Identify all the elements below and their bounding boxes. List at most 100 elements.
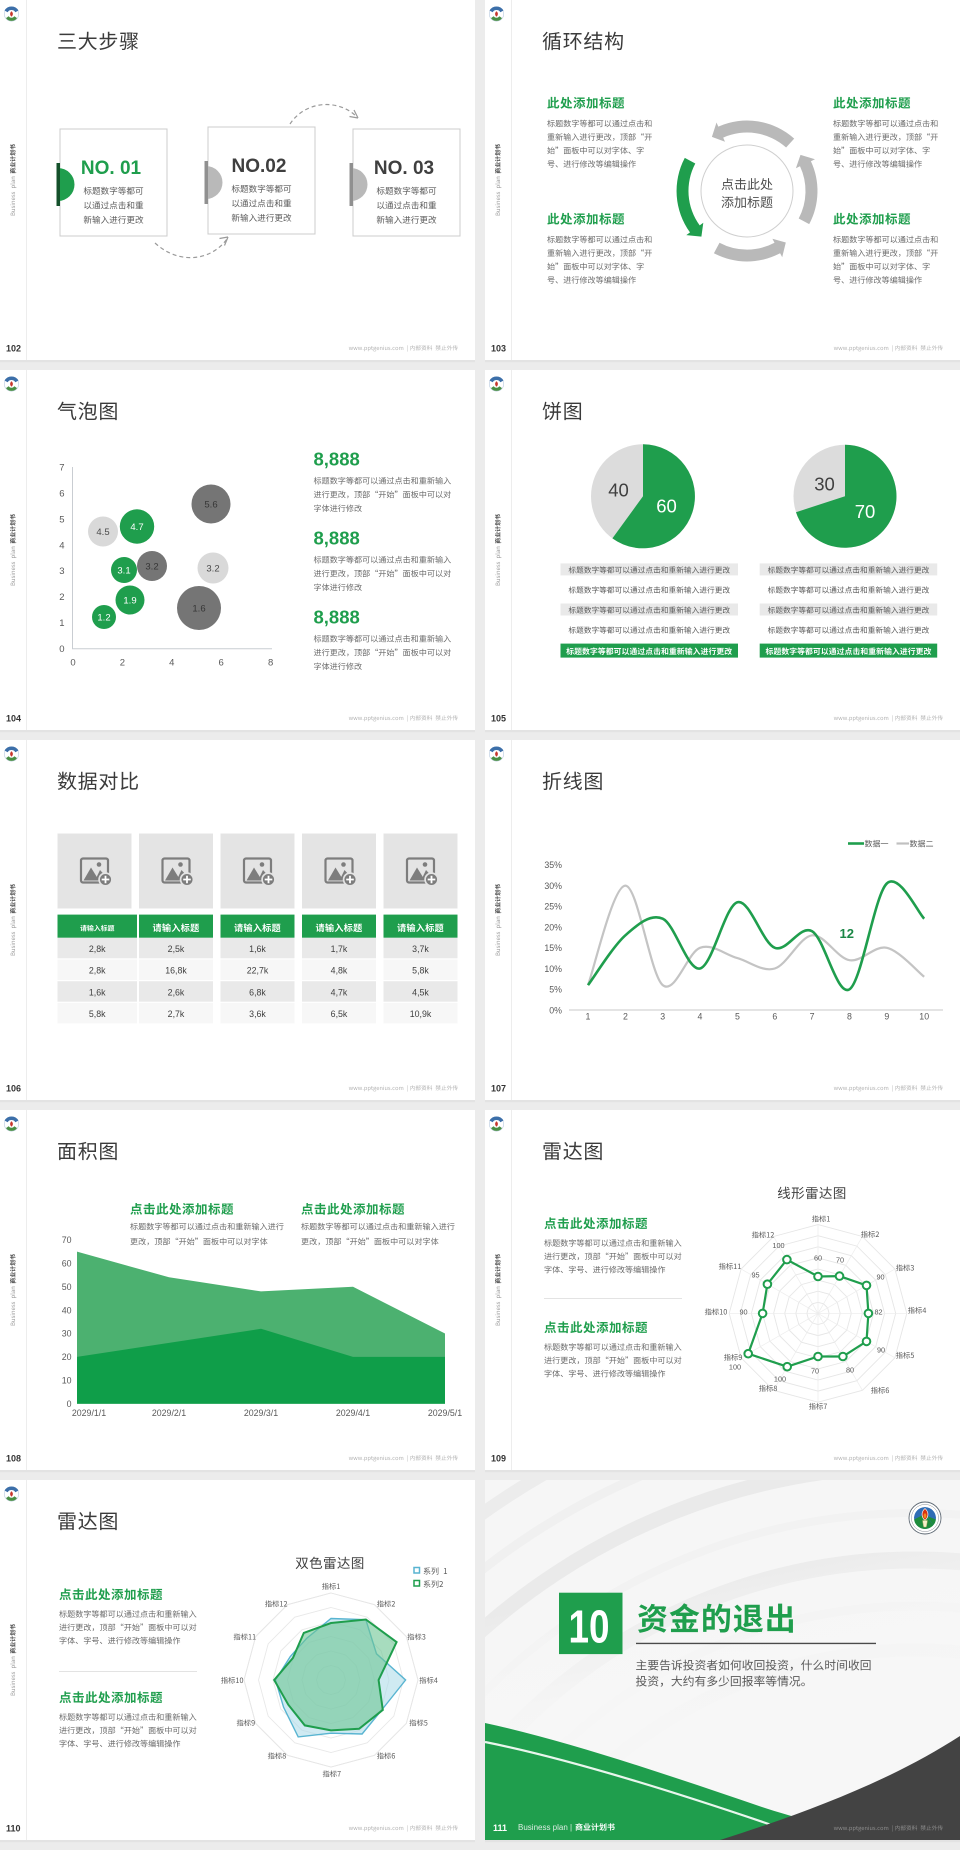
svg-text:30: 30 [62, 1329, 72, 1339]
svg-text:6: 6 [772, 1012, 777, 1022]
svg-text:2,8k: 2,8k [89, 966, 106, 976]
svg-text:2: 2 [120, 657, 125, 668]
svg-text:6: 6 [59, 489, 64, 500]
svg-text:5: 5 [59, 514, 64, 525]
svg-text:80: 80 [846, 1366, 854, 1375]
svg-text:1: 1 [586, 1012, 591, 1022]
svg-text:100: 100 [729, 1363, 741, 1372]
svg-text:10: 10 [569, 1601, 610, 1653]
svg-text:1,6k: 1,6k [249, 944, 266, 954]
svg-text:2029/2/1: 2029/2/1 [152, 1408, 186, 1418]
svg-text:25%: 25% [544, 902, 562, 912]
svg-text:95: 95 [751, 1271, 759, 1280]
svg-text:60: 60 [656, 496, 677, 517]
svg-text:10%: 10% [544, 964, 562, 974]
svg-text:8,888: 8,888 [314, 607, 360, 628]
svg-text:20%: 20% [544, 922, 562, 932]
svg-text:105: 105 [491, 714, 506, 724]
svg-text:3.2: 3.2 [145, 561, 158, 572]
svg-text:5,8k: 5,8k [412, 966, 429, 976]
svg-text:20: 20 [62, 1352, 72, 1362]
svg-text:4,8k: 4,8k [331, 966, 348, 976]
svg-text:60: 60 [62, 1259, 72, 1269]
svg-text:70: 70 [62, 1235, 72, 1245]
svg-text:4: 4 [698, 1012, 703, 1022]
svg-text:2: 2 [623, 1012, 628, 1022]
svg-text:10: 10 [919, 1012, 929, 1022]
svg-text:70: 70 [836, 1256, 844, 1265]
svg-text:5: 5 [735, 1012, 740, 1022]
svg-text:1.9: 1.9 [123, 595, 136, 606]
svg-text:30%: 30% [544, 881, 562, 891]
svg-text:104: 104 [6, 714, 21, 724]
svg-text:1.2: 1.2 [97, 612, 110, 623]
svg-text:NO. 01: NO. 01 [81, 158, 142, 179]
svg-text:8: 8 [847, 1012, 852, 1022]
svg-text:0%: 0% [549, 1005, 562, 1015]
svg-text:70: 70 [811, 1367, 819, 1376]
svg-text:2,5k: 2,5k [168, 944, 185, 954]
svg-text:4: 4 [169, 657, 174, 668]
svg-text:3.2: 3.2 [206, 563, 219, 574]
svg-text:1,6k: 1,6k [89, 987, 106, 997]
svg-text:2,8k: 2,8k [89, 944, 106, 954]
svg-text:5.6: 5.6 [204, 499, 217, 510]
svg-text:12: 12 [840, 926, 854, 941]
svg-text:3,7k: 3,7k [412, 944, 429, 954]
svg-text:50: 50 [62, 1282, 72, 1292]
svg-text:102: 102 [6, 344, 21, 354]
svg-text:6,5k: 6,5k [331, 1009, 348, 1019]
svg-text:8: 8 [268, 657, 273, 668]
svg-text:2,7k: 2,7k [168, 1009, 185, 1019]
svg-text:NO.02: NO.02 [232, 156, 287, 177]
svg-text:109: 109 [491, 1454, 506, 1464]
svg-text:106: 106 [6, 1084, 21, 1094]
svg-text:15%: 15% [544, 943, 562, 953]
svg-text:1.6: 1.6 [192, 603, 205, 614]
svg-text:3: 3 [59, 566, 64, 577]
svg-text:60: 60 [814, 1254, 822, 1263]
svg-text:7: 7 [810, 1012, 815, 1022]
svg-text:1: 1 [59, 618, 64, 629]
svg-text:1,7k: 1,7k [331, 944, 348, 954]
svg-text:4,7k: 4,7k [331, 987, 348, 997]
svg-text:8,888: 8,888 [314, 449, 360, 470]
svg-text:3,6k: 3,6k [249, 1009, 266, 1019]
svg-text:40: 40 [62, 1305, 72, 1315]
svg-text:2029/4/1: 2029/4/1 [336, 1408, 370, 1418]
svg-text:82: 82 [874, 1308, 882, 1317]
svg-text:6,8k: 6,8k [249, 987, 266, 997]
svg-text:16,8k: 16,8k [165, 966, 187, 976]
svg-text:4.7: 4.7 [130, 522, 143, 533]
svg-text:22,7k: 22,7k [247, 966, 269, 976]
svg-text:NO. 03: NO. 03 [374, 158, 434, 179]
svg-text:10: 10 [62, 1376, 72, 1386]
svg-text:40: 40 [608, 479, 629, 500]
svg-text:100: 100 [772, 1241, 784, 1250]
svg-text:4,5k: 4,5k [412, 987, 429, 997]
svg-text:3.1: 3.1 [117, 565, 130, 576]
svg-text:30: 30 [814, 474, 835, 495]
svg-text:5,8k: 5,8k [89, 1009, 106, 1019]
svg-text:2029/1/1: 2029/1/1 [72, 1408, 106, 1418]
svg-text:100: 100 [774, 1375, 786, 1384]
svg-text:108: 108 [6, 1454, 21, 1464]
svg-text:Business plan |: Business plan | [518, 1823, 572, 1832]
svg-text:70: 70 [855, 501, 876, 522]
svg-text:9: 9 [884, 1012, 889, 1022]
svg-text:10,9k: 10,9k [410, 1009, 432, 1019]
svg-text:0: 0 [59, 644, 64, 655]
svg-text:6: 6 [219, 657, 224, 668]
svg-text:90: 90 [739, 1308, 747, 1317]
svg-text:0: 0 [70, 657, 75, 668]
svg-text:5%: 5% [549, 985, 562, 995]
svg-text:2,6k: 2,6k [168, 987, 185, 997]
svg-text:3: 3 [660, 1012, 665, 1022]
svg-text:4.5: 4.5 [96, 527, 109, 538]
svg-text:2029/3/1: 2029/3/1 [244, 1408, 278, 1418]
svg-text:103: 103 [491, 344, 506, 354]
svg-text:8,888: 8,888 [314, 528, 360, 549]
svg-text:2: 2 [59, 592, 64, 603]
svg-text:90: 90 [877, 1346, 885, 1355]
svg-text:2029/5/1: 2029/5/1 [428, 1408, 462, 1418]
